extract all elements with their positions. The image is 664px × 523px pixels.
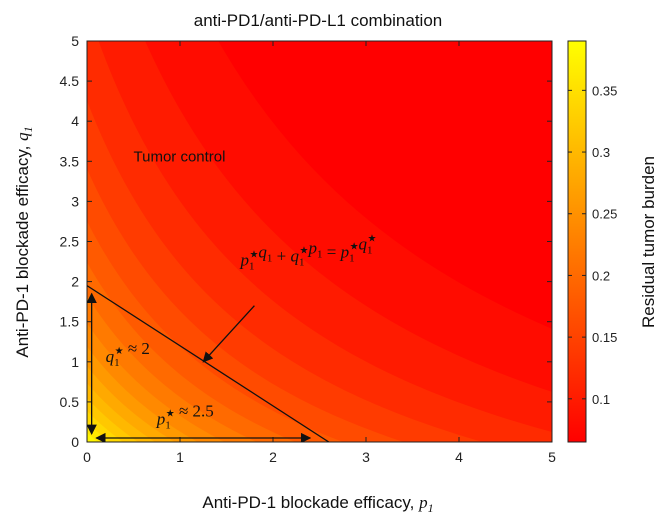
y-tick-label: 5	[71, 33, 79, 49]
y-tick-label: 0.5	[60, 394, 80, 410]
colorbar-label: Residual tumor burden	[639, 156, 658, 328]
threshold-line	[87, 285, 330, 442]
y-tick-label: 4.5	[60, 73, 80, 89]
x-tick-label: 4	[455, 449, 463, 465]
y-tick-label: 2	[71, 274, 79, 290]
colorbar-gradient	[567, 40, 587, 443]
q-star-label: q1★ ≈ 2	[106, 339, 150, 369]
overlays	[87, 285, 330, 442]
colorbar-ticks: 0.1 0.15 0.2 0.25 0.3 0.35	[568, 83, 617, 407]
colorbar-tick-label: 0.3	[592, 145, 610, 160]
chart-title: anti-PD1/anti-PD-L1 combination	[194, 11, 443, 30]
p-star-label: p1★ ≈ 2.5	[156, 401, 214, 431]
colorbar-tick-label: 0.35	[592, 83, 617, 98]
x-tick-label: 5	[548, 449, 556, 465]
colorbar-tick-label: 0.1	[592, 392, 610, 407]
x-tick-label: 1	[176, 449, 184, 465]
region-label: Tumor control	[134, 148, 226, 165]
x-axis-label: Anti-PD-1 blockade efficacy, p1	[202, 493, 433, 515]
y-tick-label: 3	[71, 193, 79, 209]
heatmap-surface	[87, 41, 552, 442]
y-axis-label: Anti-PD-1 blockade efficacy, q1	[13, 126, 35, 357]
y-tick-label: 3.5	[60, 153, 80, 169]
contour-bands	[87, 41, 552, 442]
y-axis-ticks: 0 0.5 1 1.5 2 2.5 3 3.5 4 4.5 5	[60, 33, 552, 450]
y-tick-label: 1.5	[60, 314, 80, 330]
contour-band	[87, 432, 98, 442]
x-tick-label: 0	[83, 449, 91, 465]
x-tick-label: 3	[362, 449, 370, 465]
annotations: Tumor control p1★q1 + q1★p1 = p1★q1★ q1★ ≈…	[106, 148, 377, 431]
y-tick-label: 1	[71, 354, 79, 370]
y-tick-label: 4	[71, 113, 79, 129]
y-tick-label: 0	[71, 434, 79, 450]
colorbar: 0.1 0.15 0.2 0.25 0.3 0.35 Residual tumor bur…	[567, 40, 658, 443]
colorbar-tick-label: 0.15	[592, 330, 617, 345]
y-tick-label: 2.5	[60, 234, 80, 250]
contour-band	[87, 422, 110, 442]
threshold-equation: p1★q1 + q1★p1 = p1★q1★	[239, 234, 376, 273]
x-tick-label: 2	[269, 449, 277, 465]
pointer-arrow	[202, 305, 255, 363]
colorbar-tick-label: 0.25	[592, 207, 617, 222]
colorbar-tick-label: 0.2	[592, 268, 610, 283]
